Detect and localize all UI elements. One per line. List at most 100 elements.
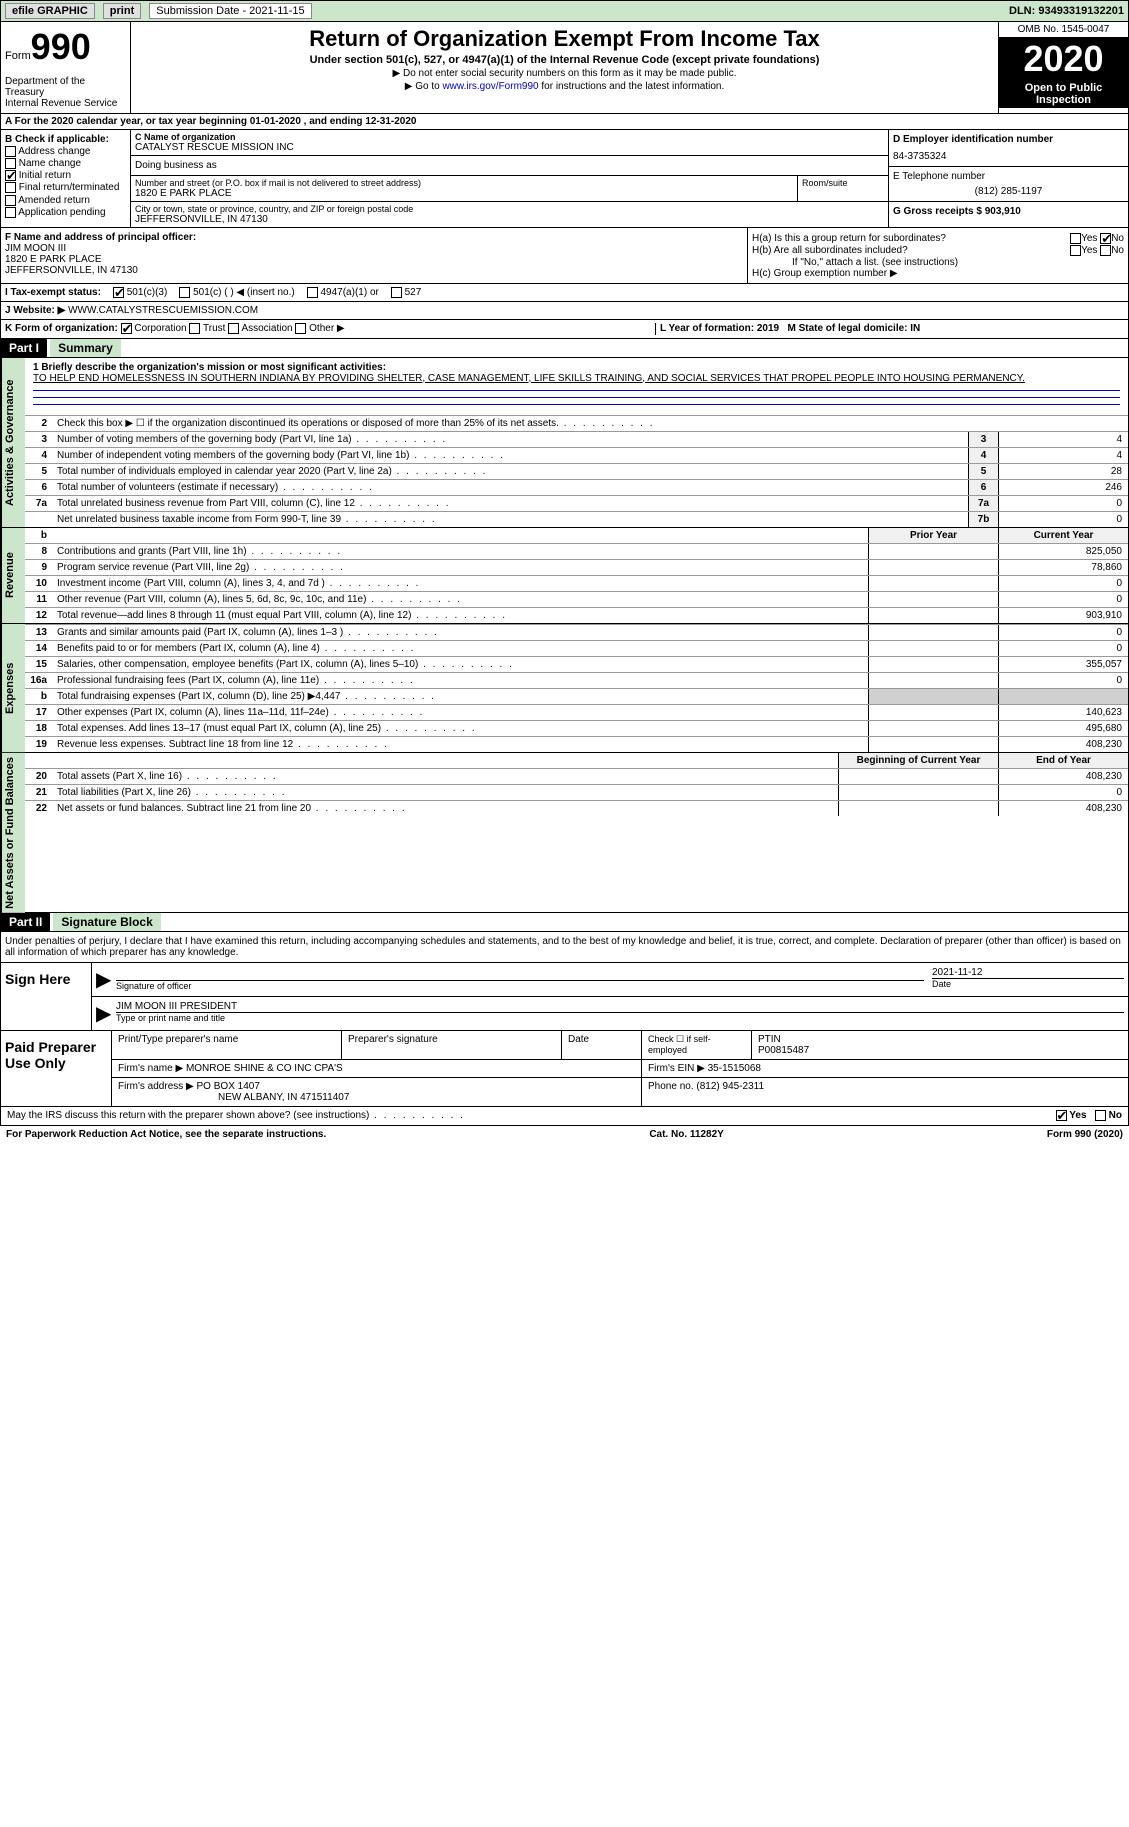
form-subtitle: Under section 501(c), 527, or 4947(a)(1)…: [139, 54, 990, 66]
gov-line: 2Check this box ▶ ☐ if the organization …: [25, 415, 1128, 431]
footer-right: Form 990 (2020): [1047, 1129, 1123, 1140]
trust-checkbox[interactable]: [189, 323, 200, 334]
l-label: L Year of formation: 2019: [660, 323, 779, 334]
phone-label: Phone no.: [648, 1081, 694, 1092]
other-checkbox[interactable]: [295, 323, 306, 334]
sig-name: JIM MOON III PRESIDENT: [116, 1001, 1124, 1013]
hb-yes-checkbox[interactable]: [1070, 245, 1081, 256]
vtab-expenses: Expenses: [1, 624, 25, 752]
col-b-title: B Check if applicable:: [5, 134, 126, 145]
ha-yes-checkbox[interactable]: [1070, 233, 1081, 244]
print-button[interactable]: print: [103, 3, 141, 19]
officer-label: F Name and address of principal officer:: [5, 232, 743, 243]
tax-year: 2020: [999, 38, 1128, 80]
officer-addr1: 1820 E PARK PLACE: [5, 254, 743, 265]
dln-label: DLN: 93493319132201: [1009, 5, 1124, 17]
gov-line: 5Total number of individuals employed in…: [25, 463, 1128, 479]
table-row: 20Total assets (Part X, line 16)408,230: [25, 768, 1128, 784]
table-row: 8Contributions and grants (Part VIII, li…: [25, 543, 1128, 559]
k-label: K Form of organization:: [5, 324, 118, 335]
city-label: City or town, state or province, country…: [135, 204, 884, 214]
table-row: 13Grants and similar amounts paid (Part …: [25, 624, 1128, 640]
year-box: OMB No. 1545-0047 2020 Open to Public In…: [998, 22, 1128, 113]
h-b: H(b) Are all subordinates included?: [752, 245, 908, 256]
discuss-no-checkbox[interactable]: [1095, 1110, 1106, 1121]
line-num-b: b: [25, 528, 53, 543]
dba-label: Doing business as: [131, 156, 888, 176]
corp-checkbox[interactable]: [121, 323, 132, 334]
prep-h1: Print/Type preparer's name: [112, 1031, 342, 1059]
mission-label: 1 Briefly describe the organization's mi…: [33, 362, 1120, 373]
sig-officer-label: Signature of officer: [116, 981, 924, 991]
firm-label: Firm's name ▶: [118, 1063, 183, 1074]
form-box: Form990 Department of the Treasury Inter…: [1, 22, 131, 113]
gov-line: 6Total number of volunteers (estimate if…: [25, 479, 1128, 495]
footer-left: For Paperwork Reduction Act Notice, see …: [6, 1129, 326, 1140]
part-1-header: Part I: [1, 339, 47, 357]
table-row: bTotal fundraising expenses (Part IX, co…: [25, 688, 1128, 704]
end-year-header: End of Year: [998, 753, 1128, 768]
submission-date: Submission Date - 2021-11-15: [149, 3, 311, 19]
website-value: WWW.CATALYSTRESCUEMISSION.COM: [68, 305, 258, 316]
table-row: 17Other expenses (Part IX, column (A), l…: [25, 704, 1128, 720]
4947-checkbox[interactable]: [307, 287, 318, 298]
officer-name: JIM MOON III: [5, 243, 743, 254]
hb-no-checkbox[interactable]: [1100, 245, 1111, 256]
colb-item[interactable]: Final return/terminated: [5, 182, 126, 193]
table-row: 12Total revenue—add lines 8 through 11 (…: [25, 607, 1128, 623]
m-label: M State of legal domicile: IN: [787, 323, 920, 334]
527-checkbox[interactable]: [391, 287, 402, 298]
table-row: 14Benefits paid to or for members (Part …: [25, 640, 1128, 656]
tel-label: E Telephone number: [893, 171, 1124, 182]
room-label: Room/suite: [802, 178, 884, 188]
prep-h2: Preparer's signature: [342, 1031, 562, 1059]
omb-number: OMB No. 1545-0047: [999, 22, 1128, 38]
firm-addr-label: Firm's address ▶: [118, 1081, 194, 1092]
ein-value: 84-3735324: [893, 151, 1124, 162]
firm-addr: PO BOX 1407: [197, 1081, 260, 1092]
discuss-yes-checkbox[interactable]: [1056, 1110, 1067, 1121]
open-inspection: Open to Public Inspection: [999, 80, 1128, 108]
ptin-label: PTIN: [758, 1034, 781, 1045]
street-address: 1820 E PARK PLACE: [135, 188, 793, 199]
table-row: 19Revenue less expenses. Subtract line 1…: [25, 736, 1128, 752]
colb-item[interactable]: Name change: [5, 158, 126, 169]
form-label: Form: [5, 50, 31, 62]
501c-checkbox[interactable]: [179, 287, 190, 298]
sig-declaration: Under penalties of perjury, I declare th…: [0, 932, 1129, 963]
efile-button[interactable]: efile GRAPHIC: [5, 3, 95, 19]
city-state: JEFFERSONVILLE, IN 47130: [135, 214, 884, 225]
part-1-title: Summary: [50, 339, 121, 357]
colb-item[interactable]: Address change: [5, 146, 126, 157]
section-a: A For the 2020 calendar year, or tax yea…: [0, 114, 1129, 130]
h-c: H(c) Group exemption number ▶: [752, 268, 1124, 279]
note-1: ▶ Do not enter social security numbers o…: [139, 68, 990, 79]
sign-here-label: Sign Here: [1, 963, 91, 1030]
tel-value: (812) 285-1197: [893, 186, 1124, 197]
irs-link[interactable]: www.irs.gov/Form990: [442, 81, 538, 92]
gov-line: 3Number of voting members of the governi…: [25, 431, 1128, 447]
officer-addr2: JEFFERSONVILLE, IN 47130: [5, 265, 743, 276]
501c3-checkbox[interactable]: [113, 287, 124, 298]
colb-item[interactable]: Amended return: [5, 195, 126, 206]
firm-ein: 35-1515068: [708, 1063, 761, 1074]
phone-value: (812) 945-2311: [696, 1081, 764, 1092]
table-row: 16aProfessional fundraising fees (Part I…: [25, 672, 1128, 688]
table-row: 22Net assets or fund balances. Subtract …: [25, 800, 1128, 816]
firm-ein-label: Firm's EIN ▶: [648, 1063, 705, 1074]
ha-no-checkbox[interactable]: [1100, 233, 1111, 244]
footer-mid: Cat. No. 11282Y: [649, 1129, 723, 1140]
table-row: 18Total expenses. Add lines 13–17 (must …: [25, 720, 1128, 736]
current-year-header: Current Year: [998, 528, 1128, 543]
colb-item[interactable]: Application pending: [5, 207, 126, 218]
assoc-checkbox[interactable]: [228, 323, 239, 334]
h-note: If "No," attach a list. (see instruction…: [752, 257, 1124, 268]
website-label: J Website: ▶: [5, 305, 65, 316]
dept-label: Department of the Treasury Internal Reve…: [5, 76, 126, 109]
begin-year-header: Beginning of Current Year: [838, 753, 998, 768]
addr-label: Number and street (or P.O. box if mail i…: [135, 178, 793, 188]
colb-item[interactable]: Initial return: [5, 170, 126, 181]
name-label: C Name of organization: [135, 132, 884, 142]
table-row: 10Investment income (Part VIII, column (…: [25, 575, 1128, 591]
prior-year-header: Prior Year: [868, 528, 998, 543]
